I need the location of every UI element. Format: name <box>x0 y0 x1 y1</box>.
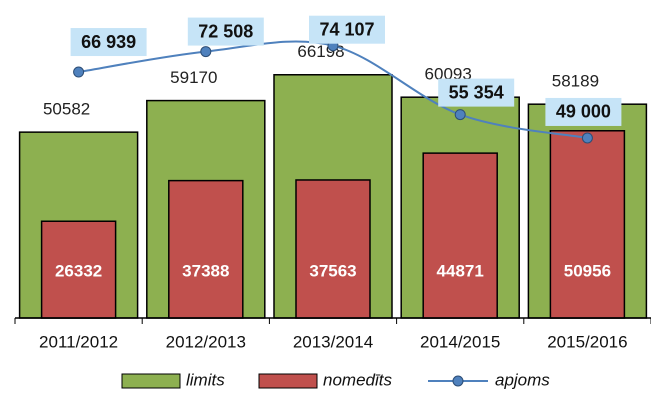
legend-label: limits <box>186 370 225 389</box>
legend-swatch <box>258 373 318 389</box>
apjoms-label-box <box>70 28 147 57</box>
apjoms-label-box <box>187 17 264 46</box>
nomedits-bar <box>295 179 371 319</box>
apjoms-label: 74 107 <box>319 19 374 39</box>
nomedits-label: 37563 <box>309 261 356 280</box>
x-tick-label: 2014/2015 <box>420 332 500 351</box>
nomedits-label: 37388 <box>182 261 229 280</box>
nomedits-bar <box>422 152 498 319</box>
apjoms-marker <box>581 132 593 144</box>
apjoms-marker <box>454 109 466 121</box>
apjoms-label: 66 939 <box>81 32 136 52</box>
nomedits-bar <box>549 130 626 319</box>
apjoms-label-box <box>545 97 622 126</box>
nomedits-label: 26332 <box>55 261 102 280</box>
apjoms-label: 49 000 <box>556 102 611 122</box>
apjoms-label: 55 354 <box>449 82 504 102</box>
limit-label: 50582 <box>43 100 90 119</box>
legend-label: apjoms <box>495 370 550 389</box>
apjoms-marker <box>73 66 85 78</box>
apjoms-label-box <box>438 78 515 107</box>
legend-swatch <box>121 373 181 389</box>
x-tick-label: 2013/2014 <box>293 332 373 351</box>
nomedits-bar <box>40 220 117 319</box>
nomedits-label: 44871 <box>437 261 484 280</box>
legend-marker <box>452 375 464 387</box>
legend-label: nomedīts <box>323 370 392 389</box>
apjoms-marker <box>200 46 212 58</box>
nomedits-bar <box>168 179 244 319</box>
x-tick-label: 2012/2013 <box>166 332 246 351</box>
x-tick-label: 2015/2016 <box>547 332 627 351</box>
nomedits-label: 50956 <box>564 261 611 280</box>
apjoms-label-box <box>309 15 385 44</box>
limit-label: 59170 <box>170 68 217 87</box>
apjoms-label: 72 508 <box>198 21 253 41</box>
limit-label: 58189 <box>552 72 599 91</box>
x-tick-label: 2011/2012 <box>39 332 118 351</box>
